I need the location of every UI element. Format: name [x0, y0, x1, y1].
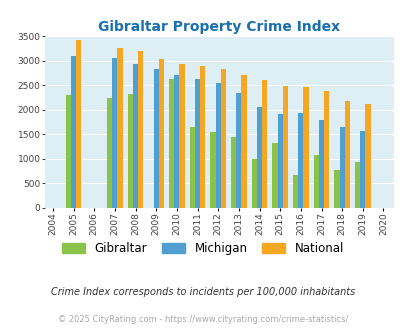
Bar: [112, 58, 117, 208]
Bar: [215, 83, 220, 208]
Bar: [230, 137, 236, 208]
Bar: [179, 64, 184, 208]
Bar: [339, 127, 344, 208]
Bar: [133, 64, 138, 208]
Bar: [251, 159, 256, 208]
Bar: [153, 69, 158, 208]
Bar: [256, 107, 262, 208]
Bar: [194, 80, 200, 208]
Legend: Gibraltar, Michigan, National: Gibraltar, Michigan, National: [57, 237, 348, 260]
Bar: [241, 75, 246, 208]
Bar: [262, 81, 266, 208]
Bar: [220, 69, 226, 208]
Bar: [189, 127, 194, 208]
Bar: [158, 59, 164, 208]
Bar: [76, 40, 81, 208]
Text: © 2025 CityRating.com - https://www.cityrating.com/crime-statistics/: © 2025 CityRating.com - https://www.city…: [58, 315, 347, 324]
Bar: [364, 105, 370, 208]
Bar: [71, 56, 76, 208]
Bar: [277, 114, 282, 208]
Bar: [174, 75, 179, 208]
Bar: [359, 131, 364, 208]
Bar: [128, 94, 133, 208]
Bar: [169, 80, 174, 208]
Text: Crime Index corresponds to incidents per 100,000 inhabitants: Crime Index corresponds to incidents per…: [51, 287, 354, 297]
Bar: [282, 86, 287, 208]
Title: Gibraltar Property Crime Index: Gibraltar Property Crime Index: [98, 20, 339, 34]
Bar: [334, 170, 339, 208]
Bar: [323, 91, 328, 208]
Bar: [344, 101, 349, 208]
Bar: [292, 175, 298, 208]
Bar: [313, 155, 318, 208]
Bar: [236, 93, 241, 208]
Bar: [354, 162, 359, 208]
Bar: [138, 50, 143, 208]
Bar: [200, 66, 205, 208]
Bar: [272, 143, 277, 208]
Bar: [298, 113, 303, 208]
Bar: [318, 120, 323, 208]
Bar: [107, 98, 112, 208]
Bar: [66, 95, 71, 208]
Bar: [117, 48, 122, 208]
Bar: [303, 87, 308, 208]
Bar: [210, 132, 215, 208]
